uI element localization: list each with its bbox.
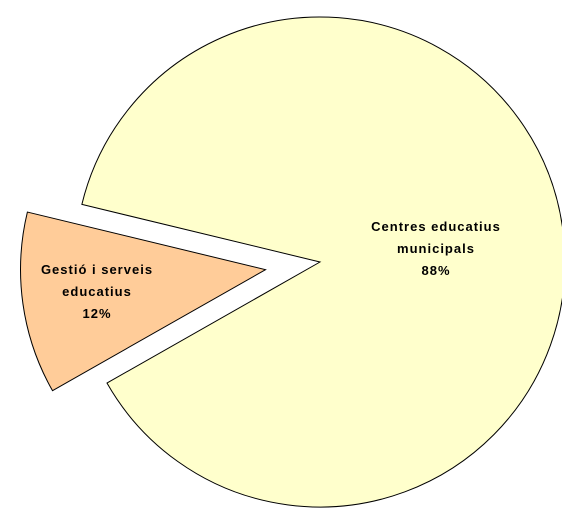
slice-label: Gestió i serveis educatius 12% <box>22 259 172 325</box>
pie-slice <box>20 211 267 392</box>
value-label: 88% <box>421 263 451 278</box>
value-label: 12% <box>82 306 112 321</box>
category-label: Centres educatius municipals <box>371 219 501 256</box>
pie-slice <box>81 16 562 508</box>
category-label: Gestió i serveis educatius <box>40 262 154 299</box>
slice-label: Centres educatius municipals 88% <box>341 216 531 282</box>
